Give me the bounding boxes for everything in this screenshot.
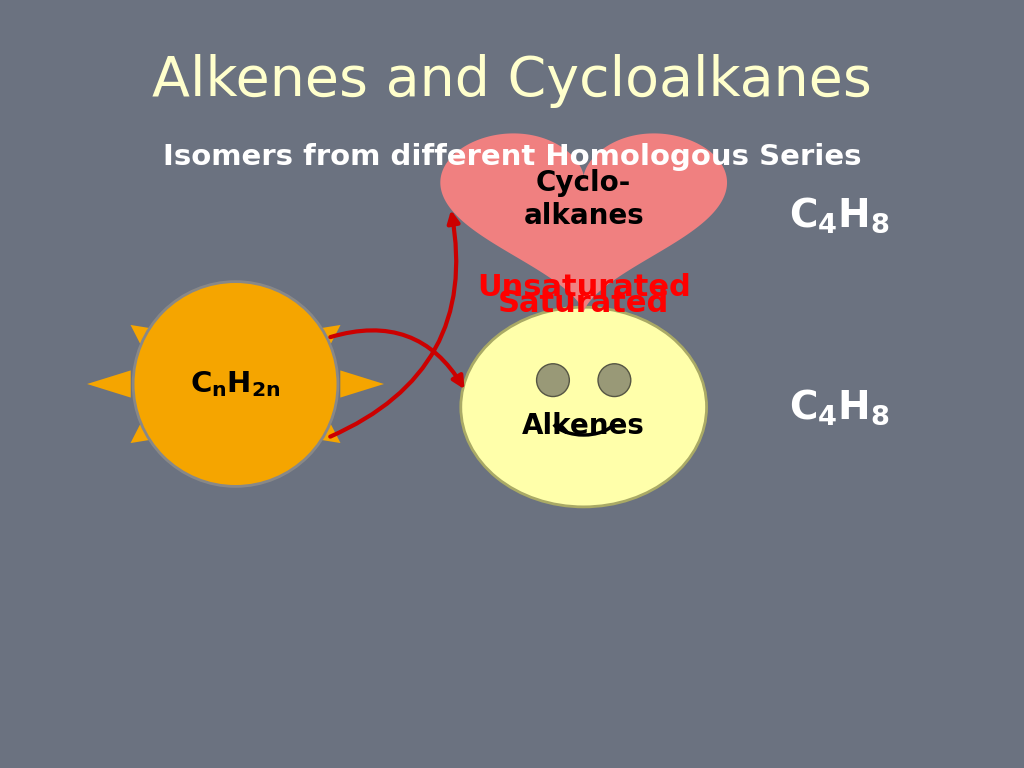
Text: Saturated: Saturated bbox=[498, 289, 670, 318]
Polygon shape bbox=[440, 134, 727, 313]
Polygon shape bbox=[130, 325, 178, 352]
Text: Unsaturated: Unsaturated bbox=[477, 273, 690, 303]
Text: Alkenes: Alkenes bbox=[522, 412, 645, 440]
Text: $\mathbf{C_4H_8}$: $\mathbf{C_4H_8}$ bbox=[790, 387, 890, 427]
Text: Isomers from different Homologous Series: Isomers from different Homologous Series bbox=[163, 144, 861, 171]
Polygon shape bbox=[293, 325, 341, 352]
Ellipse shape bbox=[133, 282, 338, 486]
Polygon shape bbox=[211, 443, 260, 468]
Polygon shape bbox=[211, 300, 260, 325]
Ellipse shape bbox=[598, 364, 631, 396]
Polygon shape bbox=[87, 370, 131, 398]
Ellipse shape bbox=[537, 364, 569, 396]
Polygon shape bbox=[130, 416, 178, 443]
Text: $\mathbf{C_nH_{2n}}$: $\mathbf{C_nH_{2n}}$ bbox=[190, 369, 281, 399]
Text: $\mathbf{C_4H_8}$: $\mathbf{C_4H_8}$ bbox=[790, 195, 890, 235]
Text: Cyclo-
alkanes: Cyclo- alkanes bbox=[523, 170, 644, 230]
Polygon shape bbox=[340, 370, 384, 398]
Text: Alkenes and Cycloalkanes: Alkenes and Cycloalkanes bbox=[152, 54, 872, 108]
Polygon shape bbox=[293, 416, 341, 443]
Ellipse shape bbox=[461, 307, 707, 507]
